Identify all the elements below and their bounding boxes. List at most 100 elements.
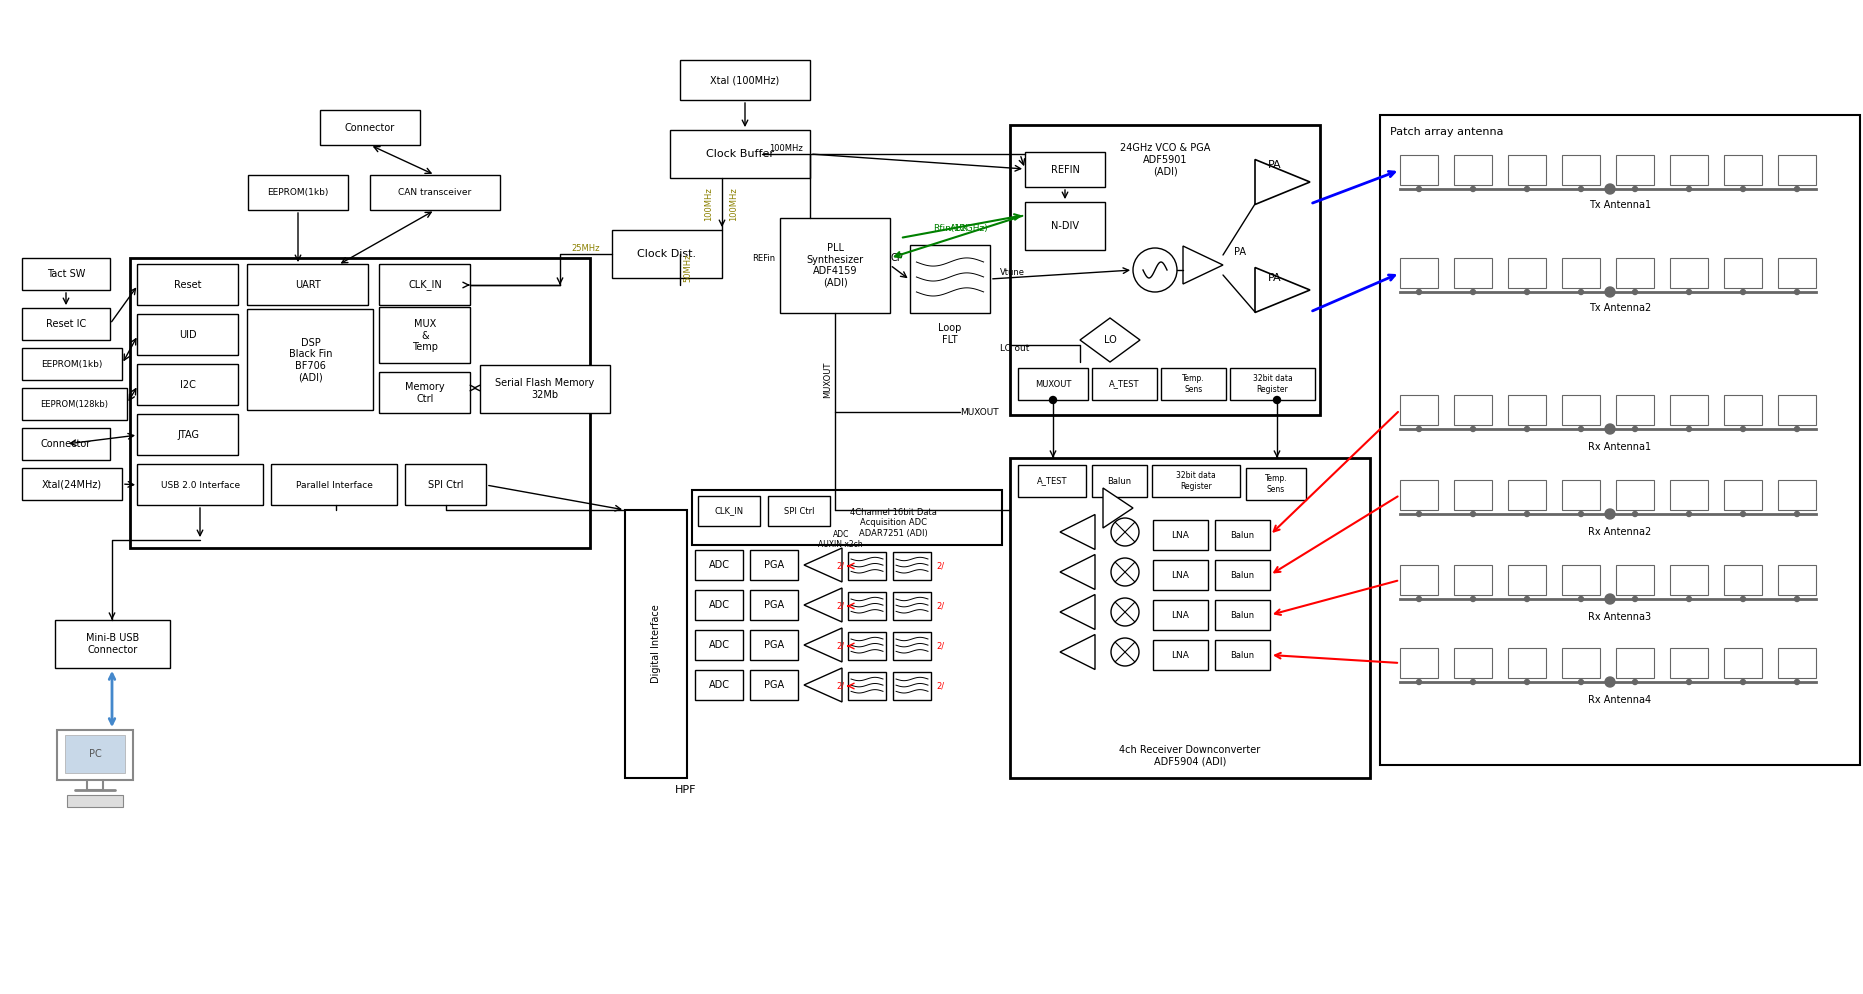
FancyBboxPatch shape xyxy=(248,309,373,411)
Text: PGA: PGA xyxy=(764,640,784,650)
Circle shape xyxy=(1686,512,1692,517)
Text: Rx Antenna3: Rx Antenna3 xyxy=(1589,612,1652,622)
Circle shape xyxy=(1686,680,1692,685)
FancyBboxPatch shape xyxy=(1615,480,1654,510)
FancyBboxPatch shape xyxy=(751,630,797,660)
Text: 2/: 2/ xyxy=(935,601,945,610)
Circle shape xyxy=(1524,596,1530,601)
Polygon shape xyxy=(805,588,842,622)
FancyBboxPatch shape xyxy=(848,632,887,660)
Text: Reset: Reset xyxy=(175,280,201,290)
FancyBboxPatch shape xyxy=(1615,565,1654,595)
Text: REFin: REFin xyxy=(753,253,775,262)
Circle shape xyxy=(1794,680,1800,685)
Circle shape xyxy=(1686,596,1692,601)
FancyBboxPatch shape xyxy=(1777,565,1816,595)
FancyBboxPatch shape xyxy=(781,218,891,313)
FancyBboxPatch shape xyxy=(380,373,471,414)
Text: MUX
&
Temp: MUX & Temp xyxy=(412,319,438,352)
Circle shape xyxy=(1416,187,1421,192)
FancyBboxPatch shape xyxy=(1669,258,1708,288)
Text: 2/: 2/ xyxy=(836,601,844,610)
Text: LNA: LNA xyxy=(1172,571,1189,580)
Text: PGA: PGA xyxy=(764,600,784,610)
Text: CLK_IN: CLK_IN xyxy=(714,507,743,516)
FancyBboxPatch shape xyxy=(56,620,170,668)
FancyBboxPatch shape xyxy=(1723,395,1762,425)
Polygon shape xyxy=(805,668,842,702)
Text: Connector: Connector xyxy=(41,439,91,449)
FancyBboxPatch shape xyxy=(1669,648,1708,678)
Circle shape xyxy=(1578,512,1584,517)
Polygon shape xyxy=(1183,246,1222,284)
Polygon shape xyxy=(1060,515,1095,550)
FancyBboxPatch shape xyxy=(1723,480,1762,510)
Circle shape xyxy=(1524,426,1530,431)
FancyBboxPatch shape xyxy=(1025,202,1105,250)
FancyBboxPatch shape xyxy=(1025,152,1105,187)
Polygon shape xyxy=(1256,159,1310,205)
Text: 32bit data
Register: 32bit data Register xyxy=(1252,375,1293,394)
Circle shape xyxy=(1606,677,1615,687)
FancyBboxPatch shape xyxy=(1561,258,1600,288)
Circle shape xyxy=(1606,287,1615,297)
Polygon shape xyxy=(1256,267,1310,312)
Text: A_TEST: A_TEST xyxy=(1108,380,1140,389)
Circle shape xyxy=(1524,680,1530,685)
Circle shape xyxy=(1794,426,1800,431)
FancyBboxPatch shape xyxy=(1153,520,1207,550)
Circle shape xyxy=(1686,426,1692,431)
FancyBboxPatch shape xyxy=(1669,155,1708,185)
FancyBboxPatch shape xyxy=(1399,155,1438,185)
FancyBboxPatch shape xyxy=(1153,560,1207,590)
FancyBboxPatch shape xyxy=(22,388,127,420)
Polygon shape xyxy=(1060,594,1095,629)
FancyBboxPatch shape xyxy=(1153,600,1207,630)
FancyBboxPatch shape xyxy=(1777,258,1816,288)
Text: Xtal(24MHz): Xtal(24MHz) xyxy=(43,479,102,489)
FancyBboxPatch shape xyxy=(1507,480,1546,510)
FancyBboxPatch shape xyxy=(1561,565,1600,595)
Text: 2/: 2/ xyxy=(935,641,945,650)
Text: N-DIV: N-DIV xyxy=(1051,221,1079,231)
FancyBboxPatch shape xyxy=(1215,600,1271,630)
Text: Vtune: Vtune xyxy=(1000,267,1025,276)
Circle shape xyxy=(1632,680,1638,685)
Circle shape xyxy=(1416,596,1421,601)
Circle shape xyxy=(1794,512,1800,517)
Text: PC: PC xyxy=(89,749,101,759)
Text: 25MHz: 25MHz xyxy=(572,244,600,252)
Text: A_TEST: A_TEST xyxy=(1036,476,1067,485)
Text: Rx Antenna2: Rx Antenna2 xyxy=(1589,527,1652,537)
FancyBboxPatch shape xyxy=(67,795,123,807)
FancyBboxPatch shape xyxy=(272,464,397,506)
Circle shape xyxy=(1416,289,1421,294)
FancyBboxPatch shape xyxy=(691,490,1002,545)
FancyBboxPatch shape xyxy=(751,670,797,700)
FancyBboxPatch shape xyxy=(138,264,238,305)
Circle shape xyxy=(1606,594,1615,604)
Circle shape xyxy=(1416,680,1421,685)
Circle shape xyxy=(1470,187,1475,192)
Circle shape xyxy=(1470,512,1475,517)
FancyBboxPatch shape xyxy=(613,230,723,278)
Text: Parallel Interface: Parallel Interface xyxy=(296,480,373,489)
Text: JTAG: JTAG xyxy=(177,430,199,440)
Circle shape xyxy=(1740,512,1746,517)
FancyBboxPatch shape xyxy=(1399,258,1438,288)
FancyBboxPatch shape xyxy=(22,348,121,380)
Text: 50MHz: 50MHz xyxy=(684,253,693,282)
Text: LNA: LNA xyxy=(1172,650,1189,659)
FancyBboxPatch shape xyxy=(1153,640,1207,670)
Polygon shape xyxy=(1081,318,1140,362)
FancyBboxPatch shape xyxy=(695,550,743,580)
FancyBboxPatch shape xyxy=(1723,648,1762,678)
Text: Balun: Balun xyxy=(1230,571,1254,580)
Text: CLK_IN: CLK_IN xyxy=(408,279,442,290)
Text: PA: PA xyxy=(1233,247,1246,257)
Circle shape xyxy=(1606,509,1615,519)
Text: I2C: I2C xyxy=(181,380,196,390)
FancyBboxPatch shape xyxy=(751,550,797,580)
Text: ADC: ADC xyxy=(708,640,730,650)
FancyBboxPatch shape xyxy=(1777,395,1816,425)
